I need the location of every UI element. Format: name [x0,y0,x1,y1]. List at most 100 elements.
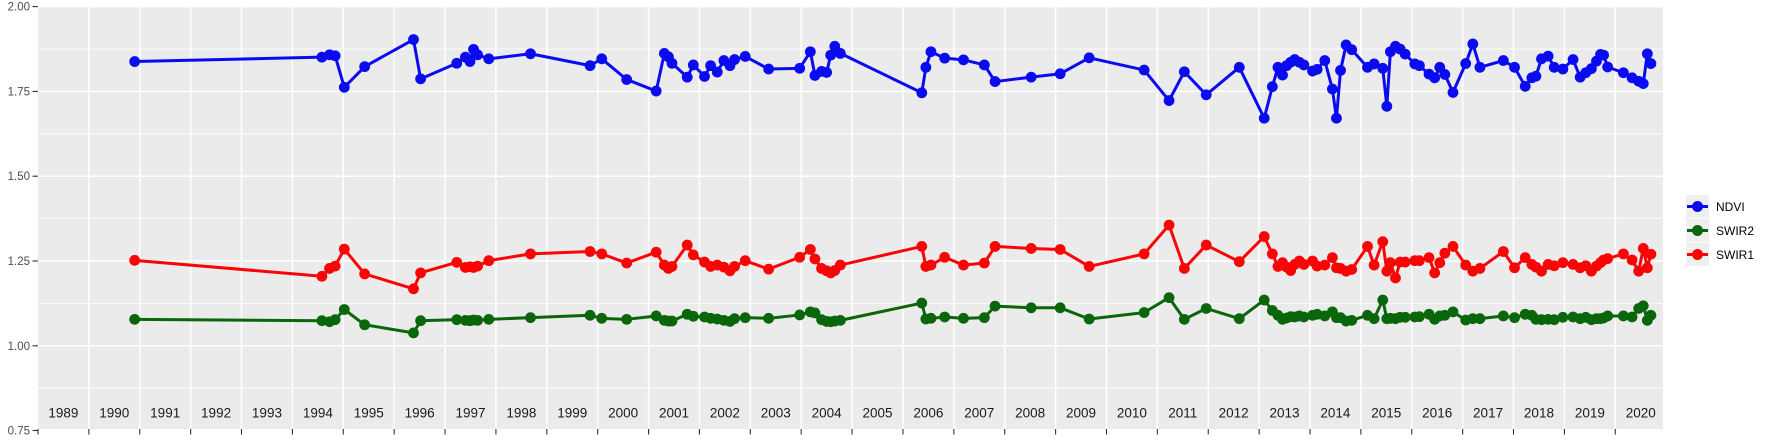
y-axis-tick-label: 2.00 [8,2,30,14]
data-point-ndvi [1530,70,1542,82]
data-point-swir1 [1434,257,1446,269]
x-axis-tick-label: 2009 [1066,406,1096,421]
data-point-ndvi [1509,61,1520,73]
x-axis-tick-label: 2014 [1320,406,1351,421]
x-axis-tick-label: 2012 [1219,406,1249,421]
data-point-swir1 [1025,243,1037,254]
data-point-swir2 [1602,310,1614,322]
data-point-swir2 [1377,294,1389,306]
data-point-ndvi [666,57,678,69]
y-axis-tick-label: 1.50 [8,171,30,183]
data-point-ndvi [1474,61,1486,73]
data-point-swir1 [1054,244,1066,255]
data-point-swir1 [1548,260,1560,272]
data-point-swir1 [1178,263,1190,274]
data-point-ndvi [729,54,740,65]
data-point-swir2 [687,310,699,322]
y-axis-tick-label: 1.00 [8,341,30,353]
data-point-swir2 [1233,313,1245,325]
data-point-swir1 [1474,263,1486,274]
data-point-swir2 [729,313,740,325]
legend-label-ndvi: NDVI [1716,199,1745,214]
data-point-swir1 [794,251,806,263]
data-point-swir2 [1399,311,1411,323]
data-point-ndvi [1233,61,1245,73]
data-point-ndvi [1266,81,1278,93]
x-axis-tick-label: 1999 [557,406,587,421]
x-axis-tick-label: 2001 [659,406,689,421]
data-point-swir2 [925,312,937,324]
data-point-ndvi [1429,72,1441,84]
data-point-ndvi [1311,63,1323,75]
data-point-ndvi [763,63,775,75]
data-point-swir2 [834,314,846,326]
series-swir1 [129,219,1657,295]
x-axis-tick-label: 2008 [1015,406,1045,421]
data-point-swir2 [1413,311,1425,323]
x-axis-tick-label: 1993 [252,406,282,421]
x-axis-tick-label: 1989 [48,406,78,421]
data-point-swir1 [1390,272,1401,284]
data-point-swir2 [1637,300,1649,312]
data-point-swir2 [1083,313,1095,325]
data-point-ndvi [329,50,341,62]
data-point-swir1 [596,248,608,260]
data-point-swir2 [1298,311,1310,323]
data-point-ndvi [821,67,833,78]
data-point-swir2 [1258,294,1270,306]
data-point-ndvi [1548,61,1560,73]
data-point-swir2 [329,314,341,326]
y-axis-tick-label: 0.75 [8,426,30,438]
data-point-swir1 [681,239,693,251]
x-axis-tick-label: 2007 [964,406,994,421]
data-point-swir2 [916,297,928,309]
data-point-swir1 [472,260,484,272]
data-point-ndvi [1083,52,1095,64]
y-axis-tick-label: 1.75 [8,86,30,98]
data-point-ndvi [1025,71,1037,83]
data-point-swir2 [1138,307,1150,318]
data-point-ndvi [359,61,371,73]
data-point-ndvi [978,59,990,71]
data-point-ndvi [1645,58,1657,69]
data-point-ndvi [1272,61,1284,73]
legend: NDVI SWIR2 SWIR1 [1686,195,1754,266]
data-point-swir2 [794,309,806,321]
data-point-swir1 [483,255,495,267]
data-point-swir1 [1460,259,1472,271]
data-point-swir1 [1326,252,1338,264]
x-axis-tick-label: 1997 [455,406,485,421]
data-point-swir2 [1497,310,1509,322]
data-point-swir1 [1377,236,1389,248]
data-point-swir2 [129,313,141,325]
data-point-swir2 [415,315,427,327]
data-point-ndvi [525,48,536,60]
data-point-swir2 [1548,314,1560,326]
data-point-swir1 [1645,248,1657,260]
data-point-swir2 [1054,302,1066,314]
data-point-ndvi [1277,69,1288,81]
x-axis-tick-label: 1992 [201,406,231,421]
data-point-ndvi [1326,83,1338,95]
data-point-swir2 [1200,303,1212,314]
data-point-ndvi [916,87,928,99]
data-point-ndvi [451,57,463,69]
data-point-swir1 [1497,246,1509,257]
data-point-swir2 [1618,310,1629,322]
data-point-ndvi [1447,87,1459,98]
data-point-ndvi [1335,64,1346,76]
data-point-swir2 [525,312,536,324]
data-point-swir1 [1362,241,1373,252]
data-point-swir2 [1509,312,1520,324]
data-point-ndvi [699,71,710,82]
data-point-swir1 [1602,253,1614,265]
x-axis-tick-label: 1998 [506,406,536,421]
x-axis-tick-label: 1990 [99,406,129,421]
data-point-swir1 [329,260,341,272]
data-point-ndvi [1054,68,1066,80]
data-point-swir1 [1413,255,1425,267]
legend-key-swir2-icon [1686,219,1709,242]
data-point-swir1 [408,283,419,295]
